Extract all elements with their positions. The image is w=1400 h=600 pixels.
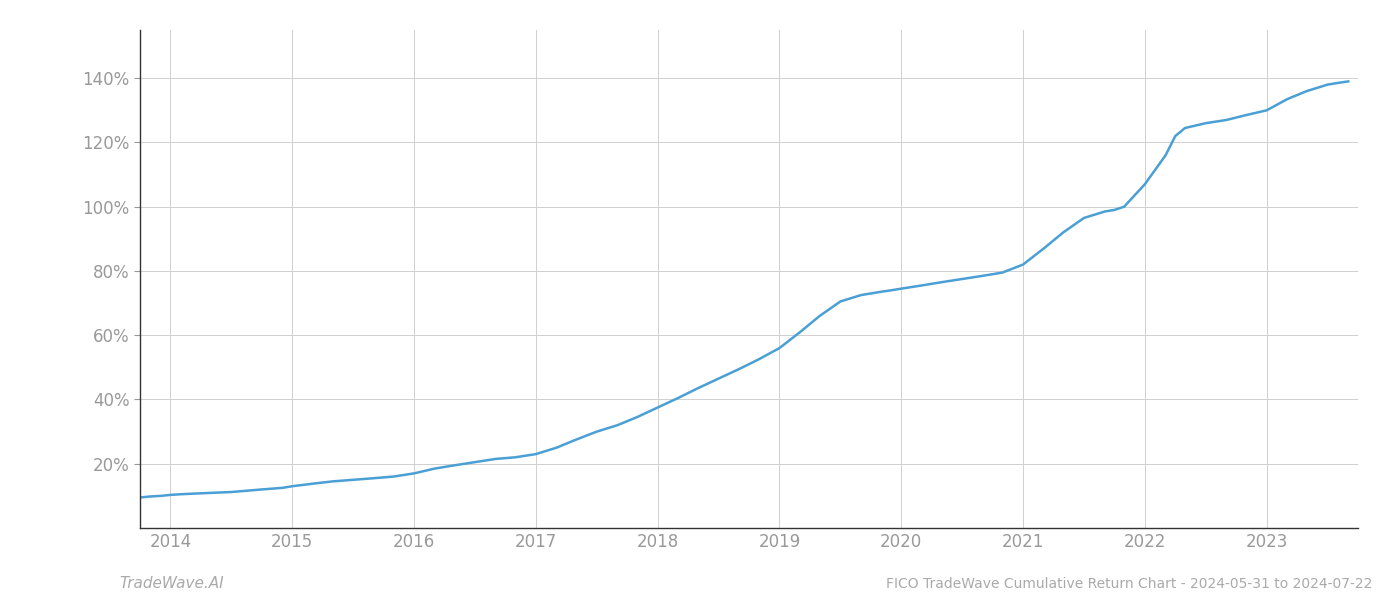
- Text: TradeWave.AI: TradeWave.AI: [119, 576, 224, 591]
- Text: FICO TradeWave Cumulative Return Chart - 2024-05-31 to 2024-07-22: FICO TradeWave Cumulative Return Chart -…: [886, 577, 1372, 591]
